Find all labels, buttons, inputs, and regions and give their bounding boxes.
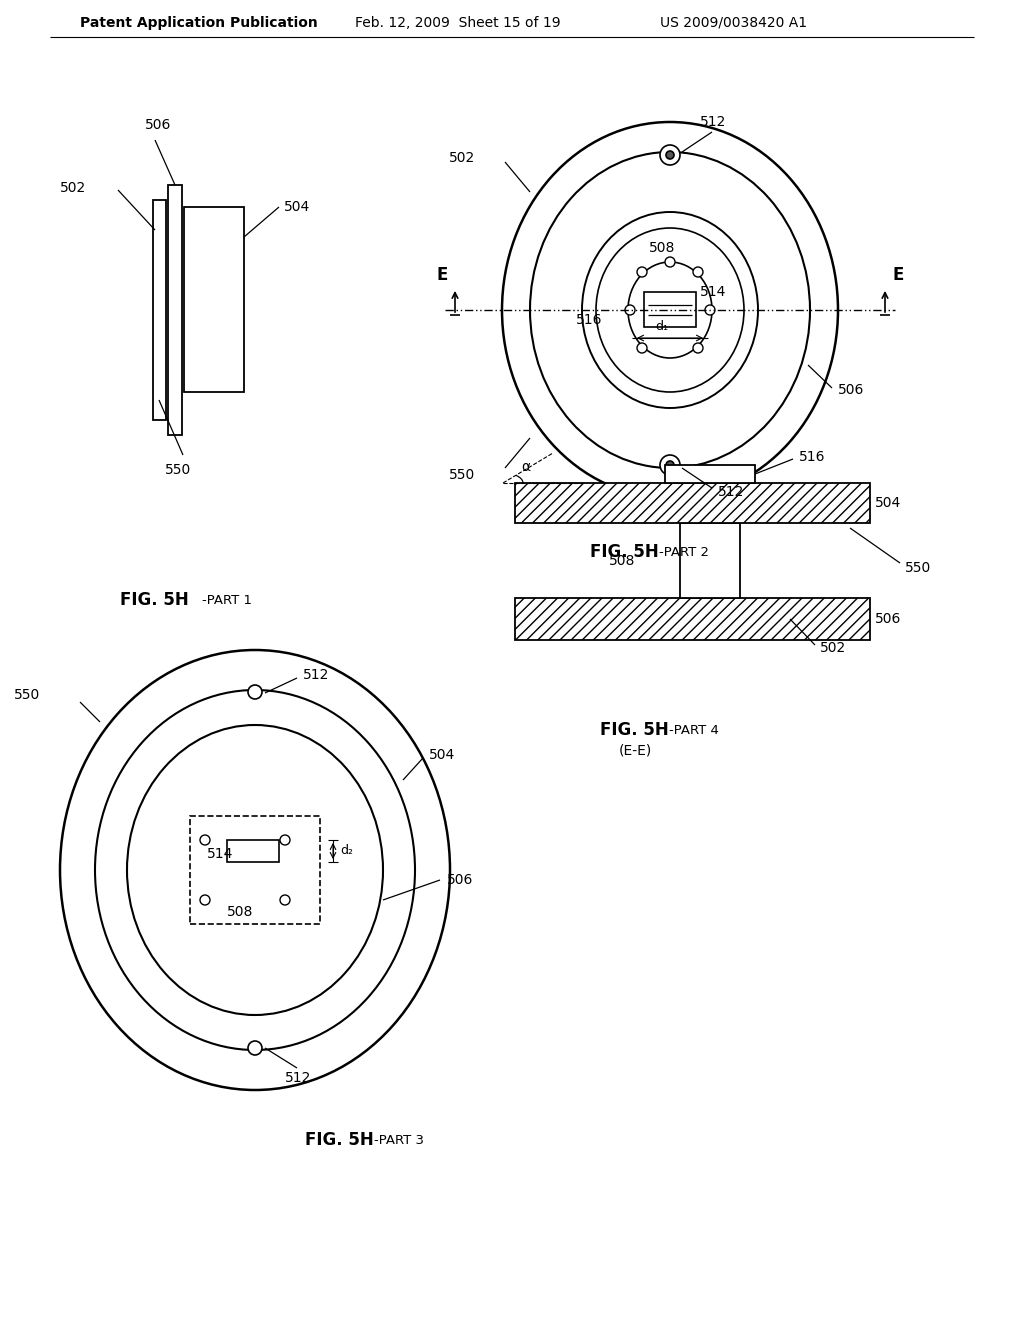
Ellipse shape <box>582 213 758 408</box>
Text: d₂: d₂ <box>340 845 353 858</box>
Bar <box>227 840 279 862</box>
Text: US 2009/0038420 A1: US 2009/0038420 A1 <box>660 16 807 30</box>
Text: 506: 506 <box>838 383 864 397</box>
Text: 516: 516 <box>799 450 825 465</box>
Circle shape <box>625 305 635 315</box>
Bar <box>665 465 755 483</box>
Text: FIG. 5H: FIG. 5H <box>590 543 658 561</box>
Text: 514: 514 <box>207 847 233 861</box>
Ellipse shape <box>95 690 415 1049</box>
Ellipse shape <box>60 649 450 1090</box>
Bar <box>168 185 182 436</box>
Circle shape <box>660 145 680 165</box>
Text: 512: 512 <box>718 484 744 499</box>
Circle shape <box>666 461 674 469</box>
Circle shape <box>637 267 647 277</box>
Text: FIG. 5H: FIG. 5H <box>120 591 188 609</box>
Circle shape <box>637 343 647 352</box>
Ellipse shape <box>530 152 810 469</box>
Circle shape <box>200 895 210 906</box>
Ellipse shape <box>628 261 712 358</box>
Bar <box>190 816 319 924</box>
Circle shape <box>660 455 680 475</box>
Text: 502: 502 <box>59 181 86 195</box>
Bar <box>515 598 870 640</box>
Text: 508: 508 <box>227 906 253 919</box>
Text: -PART 3: -PART 3 <box>374 1134 424 1147</box>
Text: 550: 550 <box>449 469 475 482</box>
Text: 516: 516 <box>575 313 602 327</box>
Text: 550: 550 <box>905 561 931 576</box>
Text: 504: 504 <box>874 496 901 510</box>
Text: 550: 550 <box>13 688 40 702</box>
Circle shape <box>248 685 262 700</box>
Text: -PART 4: -PART 4 <box>669 723 719 737</box>
Text: 506: 506 <box>144 117 171 132</box>
Text: Patent Application Publication: Patent Application Publication <box>80 16 317 30</box>
Text: 502: 502 <box>820 642 846 655</box>
Text: 550: 550 <box>165 463 191 477</box>
Text: 512: 512 <box>285 1071 311 1085</box>
Text: Feb. 12, 2009  Sheet 15 of 19: Feb. 12, 2009 Sheet 15 of 19 <box>355 16 560 30</box>
Text: (E-E): (E-E) <box>618 743 651 756</box>
Text: 502: 502 <box>449 150 475 165</box>
Text: d₁: d₁ <box>655 319 669 333</box>
Text: 512: 512 <box>303 668 330 682</box>
Text: FIG. 5H: FIG. 5H <box>600 721 669 739</box>
Text: 508: 508 <box>649 242 675 255</box>
Text: E: E <box>892 267 904 284</box>
Circle shape <box>248 1041 262 1055</box>
Circle shape <box>666 150 674 158</box>
Text: FIG. 5H: FIG. 5H <box>305 1131 374 1148</box>
Circle shape <box>705 305 715 315</box>
Ellipse shape <box>596 228 744 392</box>
Text: 508: 508 <box>608 554 635 568</box>
Text: 506: 506 <box>447 873 473 887</box>
Bar <box>644 292 696 327</box>
Bar <box>184 207 244 392</box>
Text: 504: 504 <box>284 201 310 214</box>
Bar <box>153 201 166 420</box>
Text: -PART 1: -PART 1 <box>202 594 252 606</box>
Ellipse shape <box>127 725 383 1015</box>
Text: 514: 514 <box>700 285 726 300</box>
Text: 506: 506 <box>874 612 901 626</box>
Text: -PART 2: -PART 2 <box>659 545 709 558</box>
Circle shape <box>280 836 290 845</box>
Circle shape <box>693 343 703 352</box>
Text: 512: 512 <box>700 115 726 129</box>
Text: 504: 504 <box>429 748 456 762</box>
Circle shape <box>200 836 210 845</box>
Bar <box>680 523 740 598</box>
Text: α: α <box>521 459 530 474</box>
Bar <box>515 483 870 523</box>
Circle shape <box>280 895 290 906</box>
Circle shape <box>693 267 703 277</box>
Circle shape <box>665 257 675 267</box>
Text: E: E <box>436 267 447 284</box>
Ellipse shape <box>502 121 838 498</box>
